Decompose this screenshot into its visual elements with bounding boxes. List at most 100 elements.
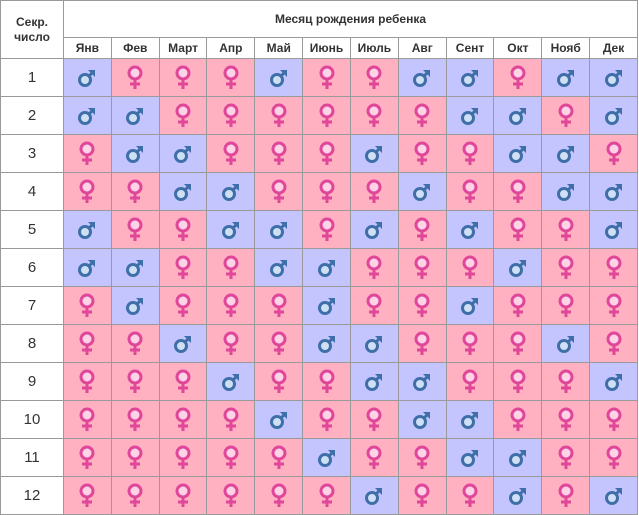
male-symbol-icon: [604, 373, 622, 391]
month-header-7: Июль: [349, 37, 399, 59]
month-header-5: Май: [254, 37, 304, 59]
female-symbol-icon: [79, 369, 95, 393]
female-symbol-icon: [366, 179, 382, 203]
male-symbol-icon: [365, 221, 383, 239]
girl-cell: [589, 438, 638, 477]
female-symbol-icon: [79, 293, 95, 317]
girl-cell: [302, 134, 351, 173]
female-symbol-icon: [558, 293, 574, 317]
male-symbol-icon: [269, 221, 287, 239]
male-symbol-icon: [78, 221, 96, 239]
female-symbol-icon: [366, 103, 382, 127]
boy-cell: [349, 324, 399, 363]
female-symbol-icon: [606, 293, 622, 317]
girl-cell: [349, 248, 399, 287]
girl-cell: [110, 324, 160, 363]
male-symbol-icon: [556, 69, 574, 87]
month-header-10: Окт: [493, 37, 543, 59]
female-symbol-icon: [175, 255, 191, 279]
boy-cell: [445, 286, 495, 325]
boy-cell: [302, 286, 351, 325]
boy-cell: [110, 286, 160, 325]
table-row: 6: [0, 248, 638, 287]
girl-cell: [206, 134, 256, 173]
female-symbol-icon: [271, 179, 287, 203]
boy-cell: [493, 96, 543, 135]
boy-cell: [397, 58, 447, 97]
boy-cell: [206, 172, 256, 211]
boy-cell: [445, 210, 495, 249]
girl-cell: [493, 362, 543, 401]
female-symbol-icon: [271, 483, 287, 507]
female-symbol-icon: [79, 445, 95, 469]
girl-cell: [397, 286, 447, 325]
female-symbol-icon: [510, 407, 526, 431]
secret-number-cell: 8: [0, 324, 64, 363]
boy-cell: [541, 172, 591, 211]
girl-cell: [206, 286, 256, 325]
female-symbol-icon: [127, 483, 143, 507]
girl-cell: [206, 400, 256, 439]
month-header-row: Янв Фев Март Апр Май Июнь Июль Авг Сент Окт Нояб Де…: [1, 37, 638, 59]
male-symbol-icon: [174, 145, 192, 163]
month-header-9: Сент: [445, 37, 495, 59]
male-symbol-icon: [269, 69, 287, 87]
boy-cell: [302, 248, 351, 287]
girl-cell: [445, 324, 495, 363]
male-symbol-icon: [317, 259, 335, 277]
female-symbol-icon: [127, 217, 143, 241]
female-symbol-icon: [223, 293, 239, 317]
male-symbol-icon: [604, 107, 622, 125]
girl-cell: [397, 248, 447, 287]
female-symbol-icon: [271, 141, 287, 165]
female-symbol-icon: [510, 331, 526, 355]
girl-cell: [349, 286, 399, 325]
table-row: 2: [0, 96, 638, 135]
secret-number-cell: 2: [0, 96, 64, 135]
male-symbol-icon: [78, 107, 96, 125]
female-symbol-icon: [175, 293, 191, 317]
female-symbol-icon: [414, 445, 430, 469]
boy-cell: [493, 476, 543, 515]
female-symbol-icon: [606, 141, 622, 165]
male-symbol-icon: [604, 69, 622, 87]
male-symbol-icon: [317, 335, 335, 353]
female-symbol-icon: [558, 407, 574, 431]
month-header-8: Авг: [397, 37, 447, 59]
girl-cell: [349, 58, 399, 97]
female-symbol-icon: [462, 179, 478, 203]
male-symbol-icon: [461, 449, 479, 467]
girl-cell: [158, 96, 208, 135]
girl-cell: [158, 286, 208, 325]
male-symbol-icon: [126, 297, 144, 315]
female-symbol-icon: [175, 65, 191, 89]
secret-number-cell: 7: [0, 286, 64, 325]
female-symbol-icon: [127, 65, 143, 89]
girl-cell: [541, 438, 591, 477]
girl-cell: [589, 286, 638, 325]
boy-cell: [589, 210, 638, 249]
female-symbol-icon: [127, 407, 143, 431]
female-symbol-icon: [558, 483, 574, 507]
male-symbol-icon: [365, 373, 383, 391]
female-symbol-icon: [127, 445, 143, 469]
female-symbol-icon: [558, 217, 574, 241]
female-symbol-icon: [79, 179, 95, 203]
female-symbol-icon: [414, 103, 430, 127]
secret-number-cell: 6: [0, 248, 64, 287]
girl-cell: [158, 438, 208, 477]
female-symbol-icon: [558, 103, 574, 127]
boy-cell: [206, 210, 256, 249]
girl-cell: [158, 476, 208, 515]
girl-cell: [349, 400, 399, 439]
girl-cell: [206, 324, 256, 363]
girl-cell: [206, 58, 256, 97]
female-symbol-icon: [510, 293, 526, 317]
girl-cell: [589, 134, 638, 173]
boy-cell: [445, 400, 495, 439]
female-symbol-icon: [271, 445, 287, 469]
girl-cell: [397, 134, 447, 173]
boy-cell: [589, 58, 638, 97]
female-symbol-icon: [271, 331, 287, 355]
girl-cell: [397, 324, 447, 363]
